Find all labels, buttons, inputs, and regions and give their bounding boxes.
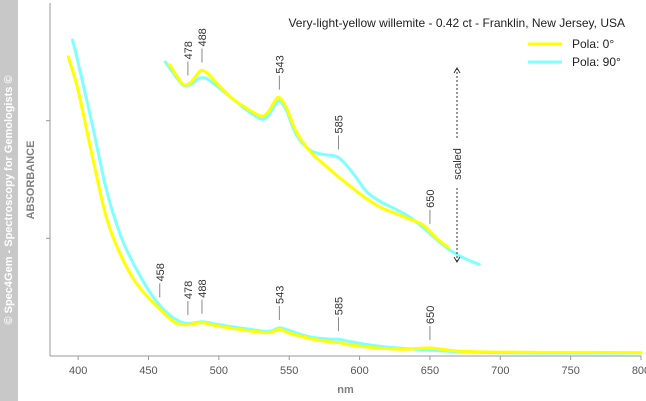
- lower-peak-label: 585: [333, 297, 345, 315]
- lower-peak-label: 478: [183, 281, 195, 299]
- lower-peak-label: 543: [274, 286, 286, 304]
- lower-pola-90-line: [71, 38, 643, 355]
- lower-pola-0-line: [66, 55, 643, 355]
- x-tick-label: 500: [210, 365, 228, 377]
- lower-peak-label: 458: [155, 263, 167, 281]
- x-tick-label: 400: [69, 365, 87, 377]
- x-tick-label: 750: [561, 365, 579, 377]
- legend-layer: Very-light-yellow willemite - 0.42 ct - …: [288, 16, 625, 69]
- x-axis-title: nm: [337, 384, 354, 396]
- upper-scaled-pola-0-line: [168, 63, 450, 249]
- legend-label-pola-90: Pola: 90°: [572, 55, 621, 69]
- lower-peak-label: 650: [425, 306, 437, 324]
- x-tick-label: 650: [421, 365, 439, 377]
- upper-peak-label: 650: [425, 190, 437, 208]
- scaled-arrowhead-down: [453, 256, 461, 263]
- x-tick-label: 700: [491, 365, 509, 377]
- x-tick-label: 550: [280, 365, 298, 377]
- upper-peak-label: 585: [333, 115, 345, 133]
- axes-layer: 400 450 500 550 600 650 700 750 800 nm ABSORBANCE: [25, 3, 646, 396]
- side-watermark-bar: © Spec4Gem - Spectroscopy for Gemologist…: [0, 0, 18, 401]
- scaled-arrowhead-up: [453, 67, 461, 74]
- upper-peak-label: 488: [197, 28, 209, 46]
- legend-label-pola-0: Pola: 0°: [572, 37, 614, 51]
- x-tick-label: 450: [139, 365, 157, 377]
- x-tick-label: 800: [632, 365, 646, 377]
- chart-title: Very-light-yellow willemite - 0.42 ct - …: [288, 16, 625, 30]
- y-axis-title: ABSORBANCE: [25, 141, 37, 220]
- scaled-note: scaled: [452, 148, 464, 180]
- series-layer: [66, 38, 643, 355]
- upper-peak-label: 543: [274, 55, 286, 73]
- lower-peak-label: 488: [197, 279, 209, 297]
- upper-peak-label: 478: [183, 41, 195, 59]
- x-tick-label: 600: [350, 365, 368, 377]
